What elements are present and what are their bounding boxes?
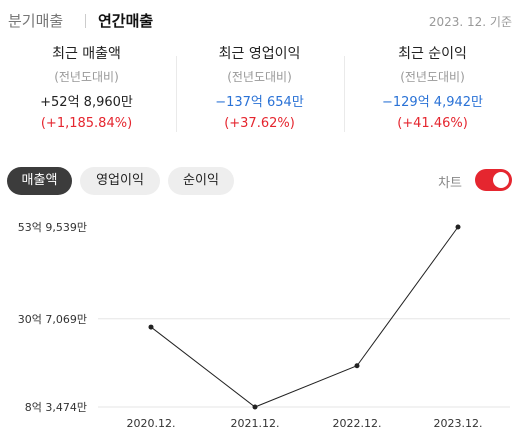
chart-svg: 53억 9,539만 30억 7,069만 8억 3,474만 2020.12. 202… — [18, 221, 510, 430]
summary-value: −129억 4,942만 — [382, 95, 483, 110]
data-point — [252, 404, 258, 410]
chip-operating-income[interactable]: 영업이익 — [80, 167, 160, 195]
summary-change: (+1,185.84%) — [40, 116, 133, 131]
summary-title: 최근 영업이익 — [218, 46, 301, 62]
summary-change: (+41.46%) — [397, 116, 468, 131]
chip-net-income[interactable]: 순이익 — [168, 167, 234, 195]
summary-revenue: 최근 매출액 (전년도대비) +52억 8,960만 (+1,185.84%) — [0, 44, 173, 134]
chip-revenue[interactable]: 매출액 — [7, 167, 72, 195]
summary-sub: (전년도대비) — [227, 70, 292, 84]
toggle-knob — [493, 172, 509, 188]
summary-net-income: 최근 순이익 (전년도대비) −129억 4,942만 (+41.46%) — [346, 44, 519, 134]
summary-panel: 최근 매출액 (전년도대비) +52억 8,960만 (+1,185.84%) … — [0, 44, 520, 142]
tab-divider — [85, 14, 86, 28]
summary-value: +52억 8,960만 — [40, 95, 133, 110]
summary-sub: (전년도대비) — [400, 70, 465, 84]
summary-title: 최근 매출액 — [52, 46, 121, 62]
chart-toggle[interactable] — [475, 169, 512, 191]
data-point — [148, 324, 154, 330]
header: 분기매출 연간매출 2023. 12. 기준 — [0, 0, 520, 38]
data-point — [354, 363, 360, 369]
series-line — [150, 226, 459, 408]
y-tick-label: 53억 9,539만 — [18, 221, 87, 234]
data-point — [455, 224, 461, 230]
summary-change: (+37.62%) — [224, 116, 295, 131]
summary-divider — [344, 56, 345, 132]
chart-toggle-label: 차트 — [438, 176, 462, 191]
summary-operating-income: 최근 영업이익 (전년도대비) −137억 654만 (+37.62%) — [173, 44, 346, 134]
x-tick-label: 2021.12. — [231, 417, 280, 430]
summary-value: −137억 654만 — [215, 95, 304, 110]
x-tick-label: 2023.12. — [434, 417, 483, 430]
line-chart: 53억 9,539만 30억 7,069만 8억 3,474만 2020.12. 202… — [0, 205, 520, 439]
tab-quarterly-revenue[interactable]: 분기매출 — [8, 12, 64, 30]
x-tick-label: 2022.12. — [333, 417, 382, 430]
base-date: 2023. 12. 기준 — [428, 15, 512, 29]
y-tick-label: 30억 7,069만 — [18, 313, 87, 326]
x-tick-label: 2020.12. — [127, 417, 176, 430]
tab-annual-revenue[interactable]: 연간매출 — [98, 12, 154, 30]
summary-title: 최근 순이익 — [398, 46, 467, 62]
y-tick-label: 8억 3,474만 — [25, 401, 87, 414]
summary-sub: (전년도대비) — [54, 70, 119, 84]
summary-divider — [176, 56, 177, 132]
